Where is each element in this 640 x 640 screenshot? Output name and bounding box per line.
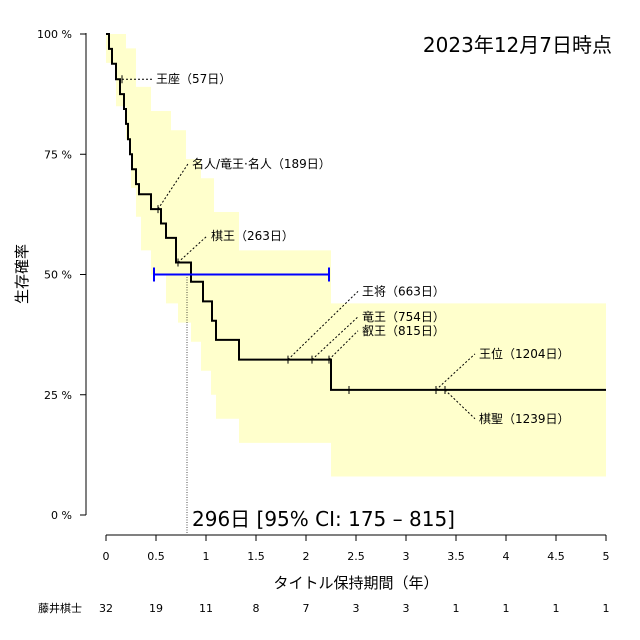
annotation-label: 棋聖（1239日）	[479, 412, 570, 426]
risk-count: 19	[149, 602, 163, 615]
x-tick-label: 5	[603, 550, 610, 563]
annotation-label: 名人/竜王·名人（189日）	[192, 156, 331, 171]
x-tick-label: 0	[103, 550, 110, 563]
x-tick-label: 3	[403, 550, 410, 563]
x-tick-label: 4.5	[547, 550, 565, 563]
x-tick-label: 1	[203, 550, 210, 563]
annotation-leader	[435, 353, 476, 391]
axes-layer	[80, 33, 607, 541]
risk-table-label: 藤井棋士	[38, 601, 82, 615]
median-label: 296日 [95% CI: 175 – 815]	[192, 507, 455, 531]
x-tick-label: 2.5	[347, 550, 365, 563]
y-tick-label: 100 %	[37, 28, 72, 41]
risk-count: 3	[403, 602, 410, 615]
annotation-label: 王座（57日）	[156, 71, 231, 86]
x-tick-label: 0.5	[147, 550, 165, 563]
annotation-leader	[328, 330, 359, 360]
risk-count: 3	[353, 602, 360, 615]
annotation-label: 王位（1204日）	[479, 346, 570, 361]
y-tick-label: 50 %	[44, 269, 72, 282]
risk-count: 7	[303, 602, 310, 615]
censor-layer	[121, 75, 446, 394]
annotation-label: 叡王（815日）	[362, 323, 445, 338]
ci-band	[106, 34, 606, 477]
y-tick-label: 25 %	[44, 389, 72, 402]
ci-band-layer	[106, 34, 606, 477]
y-tick-label: 0 %	[51, 509, 72, 522]
chart-title: 2023年12月7日時点	[423, 33, 612, 57]
survival-curve	[106, 33, 606, 391]
y-tick-label: 75 %	[44, 148, 72, 161]
text-layer: 2023年12月7日時点 タイトル保持期間（年） 生存確率 296日 [95% …	[13, 28, 612, 615]
annotation-leader	[177, 235, 208, 263]
x-axis-title: タイトル保持期間（年）	[273, 574, 438, 592]
risk-count: 1	[553, 602, 560, 615]
risk-count: 1	[503, 602, 510, 615]
annotation-leader	[444, 389, 476, 420]
risk-count: 8	[253, 602, 260, 615]
curve-layer	[106, 33, 606, 535]
x-tick-label: 2	[303, 550, 310, 563]
annotation-label: 王将（663日）	[362, 284, 445, 298]
y-axis-title: 生存確率	[13, 244, 31, 304]
x-tick-label: 4	[503, 550, 510, 563]
risk-count: 1	[603, 602, 610, 615]
annotation-label: 棋王（263日）	[211, 229, 294, 243]
risk-count: 11	[199, 602, 213, 615]
risk-count: 32	[99, 602, 113, 615]
annotation-leader	[287, 290, 359, 360]
x-tick-label: 3.5	[447, 550, 465, 563]
annotation-leader	[157, 163, 189, 210]
risk-count: 1	[453, 602, 460, 615]
annotation-leader	[311, 316, 359, 361]
x-tick-label: 1.5	[247, 550, 265, 563]
annotation-label: 竜王（754日）	[362, 310, 445, 324]
